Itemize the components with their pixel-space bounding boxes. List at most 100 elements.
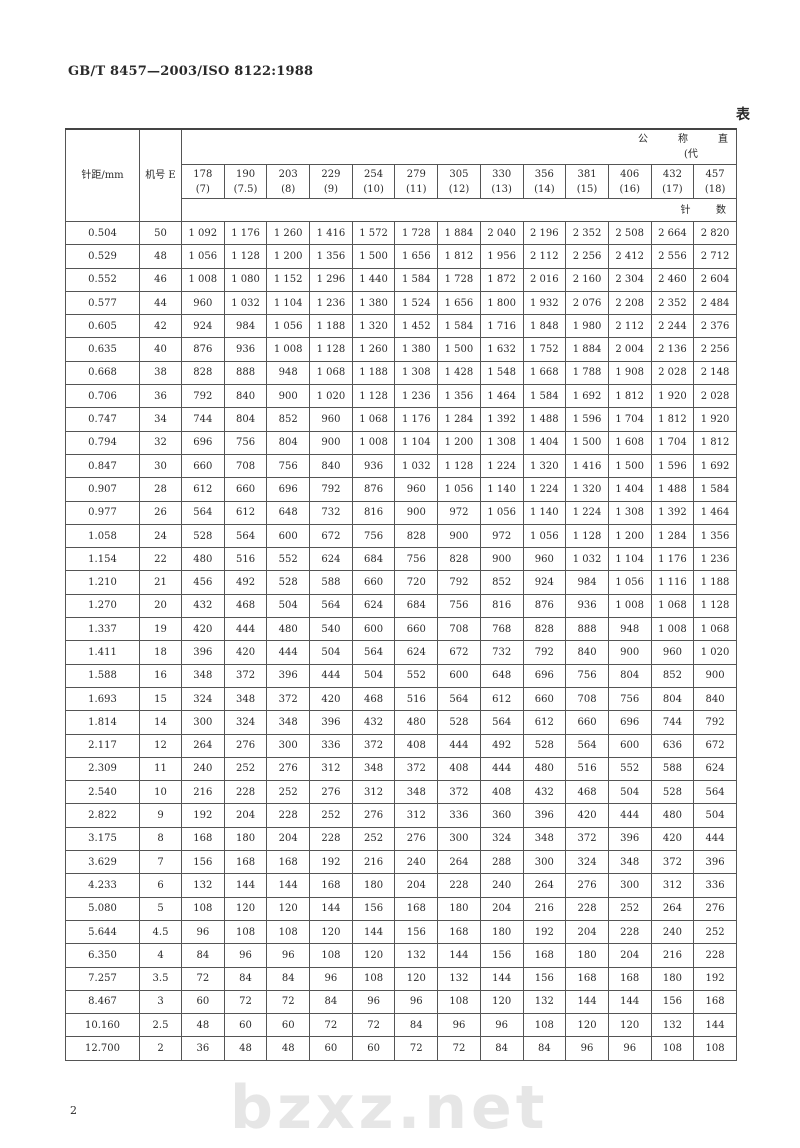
needle-count-cell: 96 bbox=[309, 966, 353, 991]
pitch-cell: 1.210 bbox=[65, 570, 140, 595]
needle-count-cell: 1 908 bbox=[607, 360, 652, 386]
needle-count-cell: 228 bbox=[565, 896, 609, 921]
table-row: 7.257 3.5 72 84 84 96 108 120 132 144 156 168 168 180… bbox=[65, 966, 737, 991]
table-row: 12.700 2 36 48 48 60 60 72 72 84 84 96 96 108 108 bbox=[65, 1036, 737, 1061]
needle-count-cell: 144 bbox=[479, 966, 524, 991]
needle-count-cell: 1 068 bbox=[351, 407, 396, 432]
gauge-cell: 12 bbox=[139, 733, 182, 758]
needle-count-cell: 1 176 bbox=[650, 547, 695, 572]
needle-count-cell: 504 bbox=[351, 663, 396, 688]
needle-count-cell: 72 bbox=[223, 989, 268, 1015]
needle-count-cell: 1 080 bbox=[223, 267, 268, 292]
needle-count-cell: 108 bbox=[650, 1036, 695, 1061]
needle-count-cell: 264 bbox=[650, 896, 695, 921]
page-number: 2 bbox=[70, 1104, 77, 1117]
needle-count-cell: 816 bbox=[479, 593, 524, 619]
gauge-cell: 5 bbox=[139, 896, 182, 921]
needle-count-cell: 108 bbox=[266, 919, 311, 945]
needle-count-cell: 660 bbox=[181, 453, 225, 479]
size-mm: 305 bbox=[449, 168, 469, 180]
gauge-cell: 50 bbox=[139, 220, 182, 246]
needle-count-cell: 1 404 bbox=[522, 430, 567, 455]
needle-count-cell: 960 bbox=[394, 477, 439, 502]
needle-count-cell: 180 bbox=[223, 826, 268, 852]
needle-count-cell: 396 bbox=[309, 710, 353, 735]
needle-count-cell: 480 bbox=[394, 710, 439, 735]
pitch-cell: 0.529 bbox=[65, 244, 140, 269]
gauge-cell: 2 bbox=[139, 1036, 182, 1061]
needle-count-cell: 528 bbox=[522, 733, 567, 758]
needle-count-cell: 180 bbox=[351, 873, 396, 898]
needle-count-cell: 756 bbox=[223, 430, 268, 455]
needle-count-cell: 432 bbox=[181, 593, 225, 619]
needle-count-cell: 768 bbox=[479, 617, 524, 642]
needle-count-cell: 948 bbox=[607, 617, 652, 642]
needle-count-cell: 2 712 bbox=[693, 244, 737, 269]
needle-count-cell: 96 bbox=[266, 943, 311, 968]
needle-count-cell: 516 bbox=[223, 547, 268, 572]
needle-count-cell: 396 bbox=[693, 850, 737, 875]
needle-count-cell: 612 bbox=[522, 710, 567, 735]
needle-count-cell: 84 bbox=[309, 989, 353, 1015]
pitch-cell: 0.747 bbox=[65, 407, 140, 432]
needle-count-cell: 240 bbox=[181, 756, 225, 782]
needle-count-cell: 1 224 bbox=[479, 453, 524, 479]
needle-count-cell: 1 584 bbox=[693, 477, 737, 502]
needle-count-cell: 156 bbox=[479, 943, 524, 968]
needle-count-cell: 168 bbox=[223, 850, 268, 875]
needle-count-cell: 948 bbox=[266, 360, 311, 386]
needle-count-cell: 588 bbox=[309, 570, 353, 595]
needle-count-cell: 900 bbox=[309, 430, 353, 455]
needle-count-cell: 960 bbox=[522, 547, 567, 572]
needle-count-label: 针 数 bbox=[181, 198, 737, 222]
needle-count-cell: 828 bbox=[437, 547, 481, 572]
needle-count-cell: 1 236 bbox=[309, 290, 353, 316]
table-row: 2.117 12 264 276 300 336 372 408 444 492 528 564 600… bbox=[65, 733, 737, 758]
table-row: 0.577 44 960 1 032 1 104 1 236 1 380 1 524 1 656… bbox=[65, 290, 737, 316]
needle-count-cell: 2 376 bbox=[693, 314, 737, 339]
needle-count-cell: 1 224 bbox=[522, 477, 567, 502]
needle-count-cell: 684 bbox=[394, 593, 439, 619]
pitch-cell: 1.337 bbox=[65, 617, 140, 642]
needle-count-cell: 828 bbox=[181, 360, 225, 386]
needle-count-cell: 840 bbox=[565, 640, 609, 665]
needle-count-cell: 180 bbox=[565, 943, 609, 968]
needle-count-cell: 624 bbox=[693, 756, 737, 782]
needle-count-cell: 804 bbox=[650, 686, 695, 712]
needle-count-cell: 204 bbox=[479, 896, 524, 921]
pitch-cell: 5.080 bbox=[65, 896, 140, 921]
needle-count-cell: 1 056 bbox=[266, 314, 311, 339]
needle-count-cell: 1 704 bbox=[607, 407, 652, 432]
needle-count-cell: 2 256 bbox=[693, 337, 737, 362]
needle-count-cell: 444 bbox=[693, 826, 737, 852]
gauge-cell: 2.5 bbox=[139, 1013, 182, 1038]
needle-count-cell: 144 bbox=[351, 919, 396, 945]
needle-count-cell: 1 704 bbox=[650, 430, 695, 455]
col-header-size: 381 (15) bbox=[565, 164, 609, 199]
needle-count-cell: 1 260 bbox=[351, 337, 396, 362]
needle-count-cell: 1 200 bbox=[607, 523, 652, 549]
needle-count-cell: 696 bbox=[522, 663, 567, 688]
table-row: 1.693 15 324 348 372 420 468 516 564 612 660 708 756… bbox=[65, 686, 737, 712]
needle-count-cell: 168 bbox=[309, 873, 353, 898]
pitch-cell: 0.907 bbox=[65, 477, 140, 502]
needle-count-cell: 828 bbox=[522, 617, 567, 642]
gauge-cell: 19 bbox=[139, 617, 182, 642]
gauge-cell: 36 bbox=[139, 384, 182, 409]
needle-count-cell: 240 bbox=[394, 850, 439, 875]
needle-count-cell: 1 524 bbox=[394, 290, 439, 316]
needle-count-cell: 252 bbox=[351, 826, 396, 852]
needle-count-cell: 108 bbox=[437, 989, 481, 1015]
needle-count-cell: 312 bbox=[309, 756, 353, 782]
needle-count-cell: 468 bbox=[565, 780, 609, 805]
needle-count-cell: 336 bbox=[309, 733, 353, 758]
gauge-cell: 34 bbox=[139, 407, 182, 432]
needle-count-cell: 1 716 bbox=[479, 314, 524, 339]
needle-count-cell: 612 bbox=[181, 477, 225, 502]
needle-count-cell: 276 bbox=[351, 803, 396, 828]
needle-count-cell: 732 bbox=[309, 500, 353, 525]
gauge-cell: 18 bbox=[139, 640, 182, 665]
needle-count-cell: 1 008 bbox=[351, 430, 396, 455]
needle-count-cell: 372 bbox=[223, 663, 268, 688]
needle-count-cell: 600 bbox=[437, 663, 481, 688]
